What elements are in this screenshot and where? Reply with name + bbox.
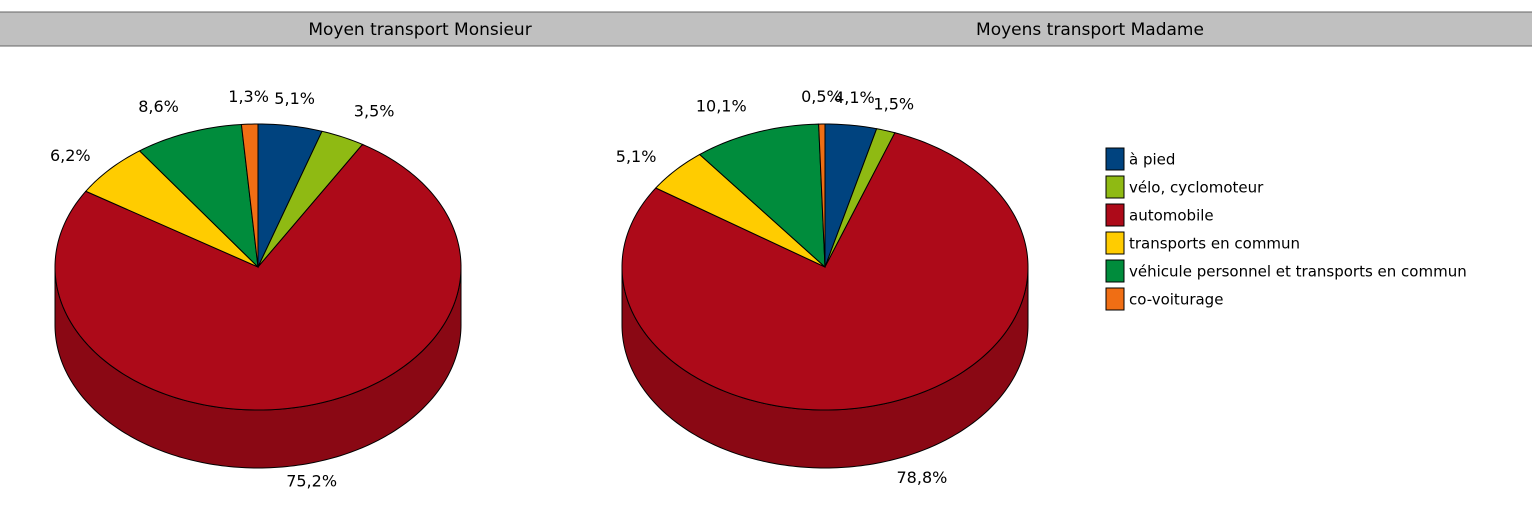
chart-title: Moyens transport Madame — [976, 20, 1204, 40]
data-label: 4,1% — [834, 88, 875, 107]
data-label: 1,3% — [228, 87, 269, 106]
legend-swatch — [1105, 259, 1125, 283]
legend-swatch — [1105, 231, 1125, 255]
legend-label: vélo, cyclomoteur — [1129, 179, 1264, 197]
data-label: 10,1% — [696, 97, 747, 116]
data-label: 5,1% — [274, 89, 315, 108]
legend-swatch — [1105, 175, 1125, 199]
slice — [138, 123, 259, 269]
legend-label: automobile — [1129, 207, 1214, 225]
legend-label: à pied — [1129, 151, 1175, 169]
slice — [257, 130, 364, 268]
data-label: 75,2% — [286, 472, 337, 491]
slice — [54, 143, 462, 411]
data-label: 3,5% — [354, 102, 395, 121]
slice — [84, 150, 259, 268]
legend-label: transports en commun — [1129, 235, 1300, 253]
legend-label: co-voiturage — [1129, 291, 1223, 309]
chart-title: Moyen transport Monsieur — [308, 20, 531, 40]
data-label: 6,2% — [50, 146, 91, 165]
slice — [818, 123, 826, 268]
data-label: 78,8% — [897, 468, 948, 487]
slice — [257, 123, 323, 268]
legend-swatch — [1105, 287, 1125, 311]
slice — [621, 132, 1029, 411]
legend-label: véhicule personnel et transports en comm… — [1129, 263, 1467, 281]
data-label: 1,5% — [873, 94, 914, 113]
slice — [240, 123, 259, 268]
title-bar — [0, 12, 1532, 46]
legend-swatch — [1105, 203, 1125, 227]
data-label: 0,5% — [801, 87, 842, 106]
slice — [698, 123, 826, 269]
slice — [654, 153, 826, 268]
data-label: 5,1% — [616, 147, 657, 166]
data-label: 8,6% — [138, 97, 179, 116]
legend-swatch — [1105, 147, 1125, 171]
